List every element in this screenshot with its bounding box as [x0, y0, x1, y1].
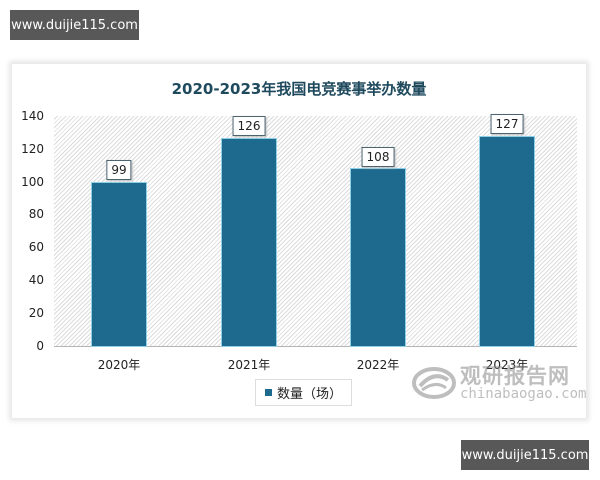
legend-swatch: [264, 389, 272, 396]
logo-text-en: chinabaogao.com: [460, 386, 587, 402]
x-tick: 2023年: [485, 358, 529, 372]
bar-2020: [92, 183, 146, 346]
chart-title: 2020-2023年我国电竞赛事举办数量: [171, 80, 427, 98]
y-tick: 20: [28, 306, 44, 320]
y-tick: 60: [28, 240, 44, 254]
legend-label: 数量（场）: [276, 387, 342, 402]
y-tick: 0: [36, 339, 44, 353]
watermark-bottom: www.duijie115.com: [461, 440, 589, 470]
chart-card: 2020-2023年我国电竞赛事举办数量 140 120 100 80 60 4…: [12, 64, 586, 418]
watermark-logo: 观研报告网 chinabaogao.com: [412, 360, 586, 410]
data-label: 99: [106, 160, 132, 180]
y-tick: 140: [21, 109, 44, 123]
logo-swirl-icon: [412, 367, 456, 399]
data-label: 127: [490, 114, 524, 134]
logo-text-cn: 观研报告网: [460, 364, 570, 388]
data-label: 108: [361, 147, 395, 167]
bar-2021: [222, 139, 276, 346]
watermark-top: www.duijie115.com: [10, 10, 139, 40]
y-tick: 120: [21, 142, 44, 156]
y-tick: 100: [21, 175, 44, 189]
x-tick: 2021年: [227, 358, 271, 372]
bar-2023: [480, 137, 534, 346]
data-label: 126: [232, 116, 266, 136]
bar-2022: [351, 169, 405, 346]
y-tick: 80: [28, 207, 44, 221]
x-tick: 2020年: [97, 358, 141, 372]
x-tick: 2022年: [356, 358, 400, 372]
x-axis-line: [54, 346, 577, 347]
y-tick: 40: [28, 273, 44, 287]
legend: 数量（场）: [255, 379, 352, 406]
